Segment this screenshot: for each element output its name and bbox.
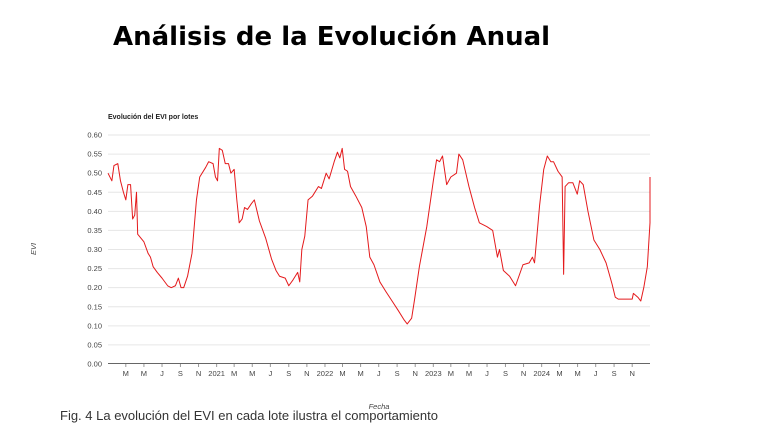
- x-tick-label: 2024: [533, 369, 550, 378]
- x-tick-label: S: [612, 369, 617, 378]
- y-tick-label: 0.15: [87, 302, 102, 311]
- x-tick-label: N: [629, 369, 634, 378]
- slide-title: Análisis de la Evolución Anual: [113, 22, 551, 52]
- x-tick-label: J: [485, 369, 489, 378]
- y-tick-label: 0.45: [87, 188, 102, 197]
- x-tick-label: S: [395, 369, 400, 378]
- y-tick-label: 0.00: [87, 360, 102, 369]
- x-tick-label: N: [413, 369, 418, 378]
- x-tick-label: N: [521, 369, 526, 378]
- chart-title: Evolución del EVI por lotes: [108, 114, 199, 121]
- y-tick-labels: 0.00 0.05 0.10 0.15 0.20 0.25 0.30 0.35 0.40 0.45…: [87, 131, 102, 369]
- y-tick-label: 0.25: [87, 264, 102, 273]
- x-tick-label: M: [339, 369, 345, 378]
- figure-caption: Fig. 4 La evolución del EVI en cada lote…: [60, 408, 438, 423]
- x-tick-label: 2021: [208, 369, 225, 378]
- x-tick-label: J: [377, 369, 381, 378]
- x-tick-label: J: [594, 369, 598, 378]
- y-tick-label: 0.40: [87, 207, 102, 216]
- y-tick-label: 0.05: [87, 340, 102, 349]
- x-tick-label: 2023: [425, 369, 442, 378]
- grid-lines: [108, 134, 650, 346]
- x-axis-label: Fecha: [369, 402, 390, 411]
- x-tick-label: M: [357, 369, 363, 378]
- x-tick-label: M: [141, 369, 147, 378]
- x-tick-label: M: [556, 369, 562, 378]
- x-tick-label: S: [178, 369, 183, 378]
- x-tick-label: N: [304, 369, 309, 378]
- x-tick-label: M: [249, 369, 255, 378]
- x-tick-label: M: [123, 369, 129, 378]
- x-tick-label: M: [466, 369, 472, 378]
- y-tick-label: 0.50: [87, 169, 102, 178]
- y-tick-label: 0.60: [87, 131, 102, 140]
- y-tick-label: 0.55: [87, 150, 102, 159]
- y-axis-label: EVI: [29, 243, 38, 255]
- x-tick-label: M: [574, 369, 580, 378]
- y-tick-label: 0.10: [87, 321, 102, 330]
- x-tick-label: M: [231, 369, 237, 378]
- series-layer: [107, 147, 651, 325]
- x-tick-labels: M M J S N 2021 M M J S N 2022 M M J S N 2023 M M J S N 2024 M M J S…: [123, 364, 635, 378]
- y-tick-label: 0.20: [87, 283, 102, 292]
- y-tick-label: 0.35: [87, 226, 102, 235]
- y-tick-label: 0.30: [87, 245, 102, 254]
- evi-series-line: [107, 147, 651, 325]
- x-tick-label: J: [268, 369, 272, 378]
- x-tick-label: S: [286, 369, 291, 378]
- x-tick-label: J: [160, 369, 164, 378]
- x-tick-label: 2022: [317, 369, 334, 378]
- x-tick-label: N: [196, 369, 201, 378]
- x-tick-label: M: [448, 369, 454, 378]
- x-tick-label: S: [503, 369, 508, 378]
